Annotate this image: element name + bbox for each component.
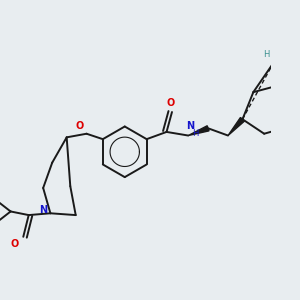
Text: H: H [299, 128, 300, 136]
Text: N: N [39, 205, 47, 215]
Text: O: O [166, 98, 174, 108]
Text: H: H [263, 50, 269, 59]
Text: O: O [10, 239, 18, 249]
Polygon shape [228, 118, 244, 136]
Text: H: H [192, 129, 199, 138]
Polygon shape [188, 126, 209, 136]
Text: N: N [186, 122, 194, 131]
Text: O: O [75, 122, 83, 131]
